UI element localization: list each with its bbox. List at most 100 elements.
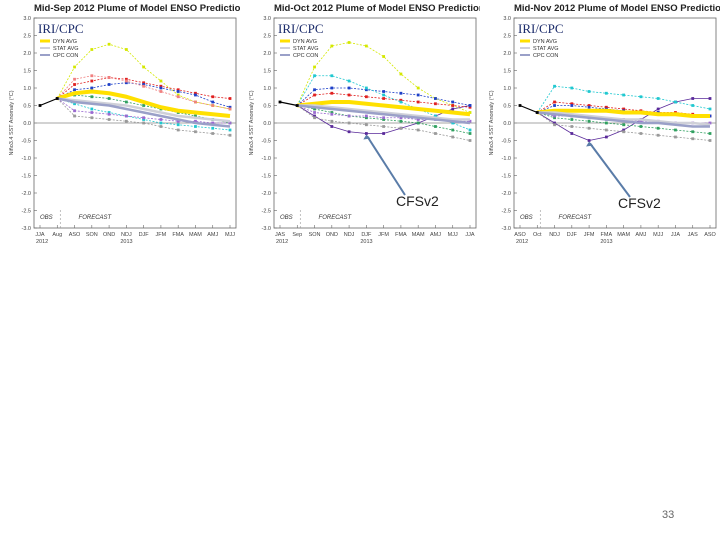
point-model-high xyxy=(142,65,146,69)
y-axis-label: Niño3.4 SST Anomaly (°C) xyxy=(249,90,255,155)
point-model-blue xyxy=(176,90,180,93)
series-line-cpc-con xyxy=(537,111,710,128)
x-tick-label: NDJ xyxy=(549,232,560,238)
point-model-cyan xyxy=(159,121,163,125)
point-model-high xyxy=(347,41,351,44)
point-model-gray xyxy=(553,123,556,127)
y-tick-label: -1.0 xyxy=(502,156,511,162)
point-model-purple xyxy=(90,111,94,114)
point-model-green xyxy=(124,100,128,104)
point-model-green xyxy=(674,128,677,132)
point-model-purple xyxy=(176,119,180,123)
point-model-high xyxy=(399,72,403,76)
point-model-red xyxy=(211,95,215,99)
point-model-gray xyxy=(674,135,677,139)
point-model-cyan xyxy=(604,91,608,95)
point-model-gray xyxy=(364,123,368,127)
point-model-gray xyxy=(451,135,455,139)
point-model-high xyxy=(313,65,316,69)
point-model-gray xyxy=(176,128,180,132)
point-model-gray xyxy=(90,116,94,120)
x-tick-label: MJJ xyxy=(448,232,458,238)
y-tick-label: -1.5 xyxy=(262,174,271,180)
point-model-cyan xyxy=(553,84,556,88)
point-model-green xyxy=(622,123,626,127)
point-cfsv2 xyxy=(570,132,574,135)
series-line-model-high xyxy=(56,43,231,110)
point-model-salmon xyxy=(176,95,180,99)
y-tick-label: -2.0 xyxy=(22,191,31,197)
point-model-gray xyxy=(622,130,626,134)
x-tick-label: DJF xyxy=(139,232,150,238)
point-cfsv2 xyxy=(382,132,386,135)
point-model-blue xyxy=(553,104,556,107)
y-tick-label: 3.0 xyxy=(263,16,271,22)
point-cfsv2 xyxy=(622,128,626,132)
point-model-cyan xyxy=(194,125,197,128)
point-observed xyxy=(535,111,539,114)
series-line-cpc-con xyxy=(297,104,471,125)
y-tick-label: 2.5 xyxy=(263,34,271,40)
x-tick-label: JJA xyxy=(35,232,45,238)
cfsv2-callout-oct: CFSv2 xyxy=(396,193,439,209)
plume-svg: Mid-Oct 2012 Plume of Model ENSO Predict… xyxy=(249,3,480,245)
y-axis-label: Niño3.4 SST Anomaly (°C) xyxy=(489,90,495,155)
y-tick-label: 2.5 xyxy=(503,34,511,40)
x-tick-label: JFM xyxy=(584,232,595,238)
y-tick-label: 0.5 xyxy=(263,104,271,110)
y-tick-label: 1.0 xyxy=(263,86,271,92)
point-model-gray xyxy=(211,132,215,135)
chart-title: Mid-Nov 2012 Plume of Model ENSO Predict… xyxy=(514,3,720,14)
point-model-high xyxy=(176,93,180,97)
point-model-purple xyxy=(639,119,643,123)
point-model-high xyxy=(416,86,420,90)
point-model-red xyxy=(382,97,386,100)
point-model-red xyxy=(347,93,351,97)
legend-entry-dyn-avg: DYN AVG xyxy=(53,39,77,45)
point-model-red xyxy=(416,100,420,104)
point-model-green xyxy=(468,132,472,135)
plume-chart-mid-sep: Mid-Sep 2012 Plume of Model ENSO Predict… xyxy=(0,0,240,250)
x-tick-label: Oct xyxy=(533,232,542,238)
point-model-gray xyxy=(691,137,695,141)
point-model-high xyxy=(124,48,128,51)
point-model-purple xyxy=(313,111,316,114)
point-model-gray xyxy=(330,119,334,123)
point-model-high xyxy=(90,48,94,51)
point-model-green xyxy=(382,118,386,121)
y-tick-label: 1.5 xyxy=(503,69,511,75)
point-model-blue xyxy=(107,83,111,86)
point-cfsv2 xyxy=(604,135,608,139)
x-tick-label: JFM xyxy=(156,232,167,238)
point-model-high xyxy=(364,44,368,48)
point-model-purple xyxy=(159,118,163,121)
chart-title: Mid-Sep 2012 Plume of Model ENSO Predict… xyxy=(34,3,240,14)
point-model-green xyxy=(570,118,574,121)
point-model-green xyxy=(604,121,608,125)
point-cfsv2 xyxy=(313,114,316,118)
point-model-gray xyxy=(313,116,316,120)
legend-entry-stat-avg: STAT AVG xyxy=(293,46,319,52)
point-model-gray xyxy=(570,125,574,128)
point-model-gray xyxy=(399,126,403,130)
point-model-red xyxy=(228,97,232,100)
point-model-blue xyxy=(124,81,128,85)
y-tick-label: 3.0 xyxy=(503,16,511,22)
y-tick-label: -0.5 xyxy=(502,139,511,145)
x-tick-label: JJA xyxy=(671,232,681,238)
point-model-blue xyxy=(399,91,403,95)
point-cfsv2 xyxy=(330,125,334,128)
point-model-blue xyxy=(90,86,94,90)
point-model-red xyxy=(434,102,437,106)
point-cfsv2 xyxy=(656,107,660,111)
y-tick-label: -2.5 xyxy=(502,209,511,215)
point-model-green xyxy=(142,104,146,107)
y-tick-label: 3.0 xyxy=(23,16,31,22)
point-model-red xyxy=(176,88,180,92)
y-tick-label: -3.0 xyxy=(22,226,31,232)
point-model-cyan xyxy=(73,102,76,106)
point-observed xyxy=(295,104,299,107)
point-model-high xyxy=(73,65,76,69)
year-label: 2013 xyxy=(600,239,612,245)
point-model-cyan xyxy=(656,97,660,100)
